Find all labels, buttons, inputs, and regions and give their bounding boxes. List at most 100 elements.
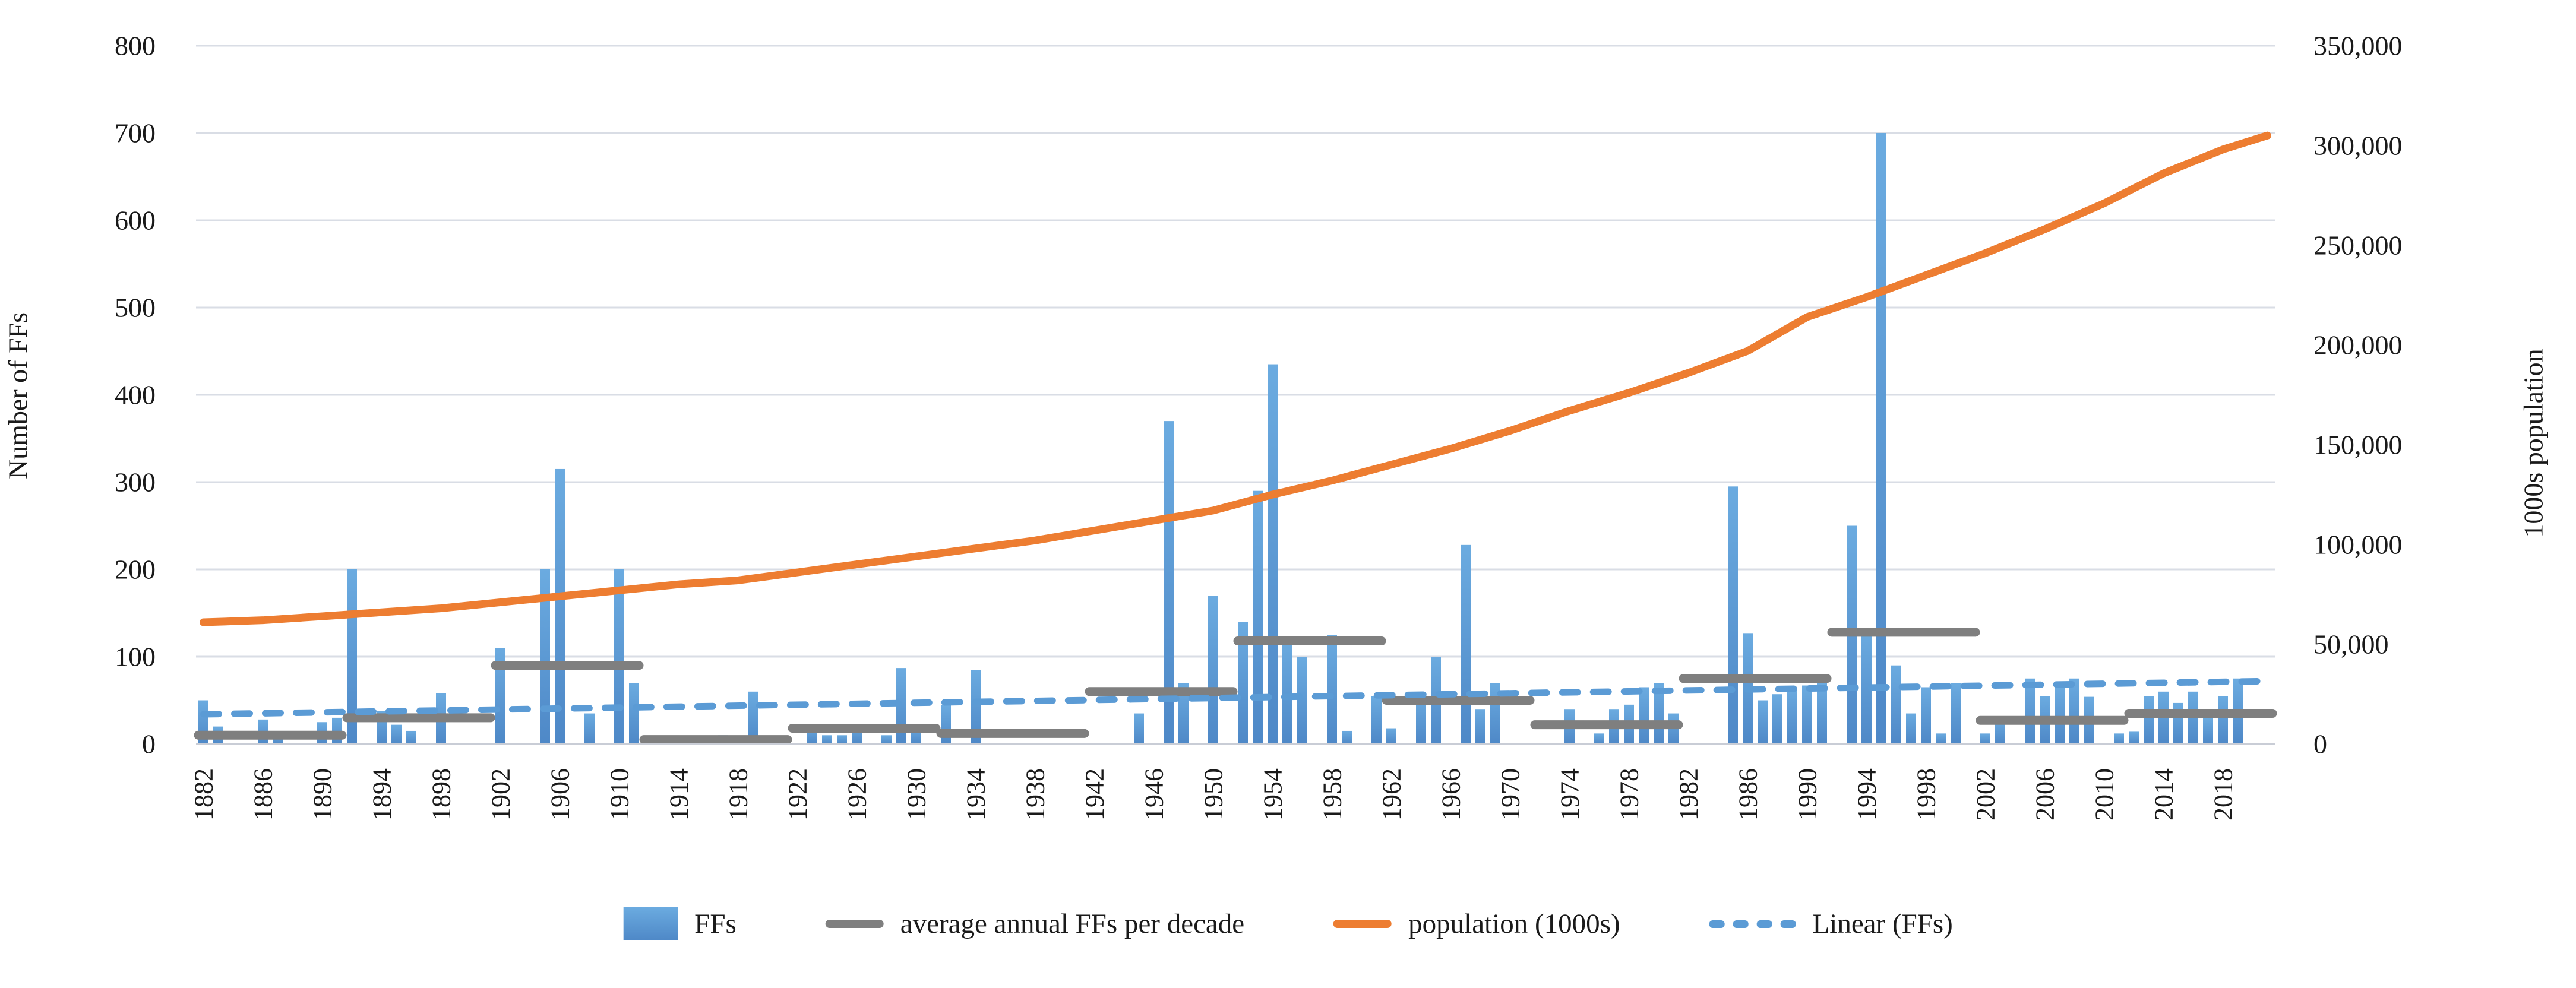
- right-axis-tick-label: 150,000: [2313, 430, 2403, 460]
- x-axis-tick-label: 2006: [2030, 768, 2059, 821]
- left-axis-tick-label: 300: [115, 467, 156, 498]
- x-axis-tick-label: 1890: [308, 768, 337, 821]
- linear-trend-line: [200, 677, 2271, 718]
- ff-bar-1911: [629, 683, 639, 744]
- ff-bar-1961: [1371, 696, 1382, 744]
- ff-bar-2000: [1951, 683, 1961, 744]
- ff-bar-1962: [1386, 728, 1396, 744]
- x-axis-tick-label: 1882: [189, 768, 218, 821]
- ff-bar-2007: [2055, 687, 2065, 744]
- right-axis-title: 1000s population: [2518, 349, 2549, 538]
- x-axis-tick-label: 1914: [664, 768, 693, 821]
- ff-bar-1955: [1282, 639, 1292, 744]
- ff-bar-1985: [1728, 486, 1738, 744]
- x-axis-tick-label: 1946: [1139, 768, 1168, 821]
- right-axis-tick-label: 350,000: [2313, 31, 2403, 61]
- x-axis-tick-label: 2018: [2208, 768, 2237, 821]
- ff-bar-1987: [1758, 700, 1768, 744]
- ff-bar-1910: [614, 569, 624, 744]
- ff-bar-2003: [1995, 719, 2005, 744]
- x-axis-tick-label: 1986: [1733, 768, 1762, 821]
- right-axis-tick-label: 100,000: [2313, 530, 2403, 560]
- legend-item-decade-average: average annual FFs per decade: [825, 908, 1244, 940]
- ff-bar-2017: [2203, 717, 2213, 744]
- ff-bar-1988: [1772, 694, 1782, 744]
- x-axis-tick-label: 1966: [1436, 768, 1465, 821]
- x-axis-tick-label: 1994: [1852, 768, 1881, 821]
- ff-bar-1968: [1475, 709, 1485, 744]
- x-axis-tick-label: 1894: [367, 768, 396, 821]
- legend: FFs average annual FFs per decade popula…: [623, 907, 1953, 940]
- x-axis-tick-label: 1974: [1555, 768, 1584, 821]
- ff-bar-1908: [584, 713, 595, 744]
- ff-bar-1959: [1342, 730, 1352, 744]
- right-axis-tick-label: 200,000: [2313, 330, 2403, 360]
- x-axis-tick-label: 1918: [723, 768, 753, 821]
- x-axis-tick-label: 1926: [842, 768, 871, 821]
- x-axis-tick-label: 1962: [1377, 768, 1406, 821]
- x-axis-tick-label: 1938: [1020, 768, 1050, 821]
- ff-bar-1950: [1208, 596, 1218, 744]
- x-axis-tick-label: 1950: [1199, 768, 1228, 821]
- left-axis-tick-label: 400: [115, 380, 156, 410]
- x-axis-tick-label: 1942: [1080, 768, 1109, 821]
- x-axis-tick-label: 2014: [2149, 768, 2178, 821]
- ff-bar-2005: [2025, 678, 2035, 744]
- ff-bar-1948: [1178, 683, 1189, 744]
- ff-bar-1906: [555, 468, 565, 744]
- ff-bar-1953: [1253, 490, 1263, 744]
- x-axis-tick-label: 2010: [2090, 768, 2119, 821]
- ff-bar-1945: [1134, 713, 1144, 744]
- x-axis-tick-label: 1998: [1911, 768, 1940, 821]
- ff-bar-1964: [1416, 696, 1426, 744]
- legend-label: Linear (FFs): [1812, 908, 1953, 939]
- ff-bar-2018: [2218, 696, 2228, 744]
- ff-bar-1958: [1327, 635, 1337, 744]
- ff-bar-1896: [406, 730, 416, 744]
- ff-bar-1996: [1891, 665, 1901, 744]
- left-axis-tick-label: 700: [115, 118, 156, 148]
- ff-bar-1919: [748, 691, 758, 744]
- left-axis-tick-label: 500: [115, 293, 156, 323]
- ff-bar-1947: [1164, 421, 1174, 744]
- ff-bar-1989: [1787, 687, 1797, 744]
- x-axis-tick-label: 1902: [486, 768, 515, 821]
- ff-bar-2012: [2129, 732, 2139, 744]
- ff-bar-1999: [1936, 733, 1946, 744]
- x-axis-tick-label: 1990: [1793, 768, 1822, 821]
- ff-bar-1928: [881, 735, 892, 744]
- decade-average-line-swatch-icon: [825, 920, 884, 928]
- ff-bar-1952: [1238, 622, 1248, 744]
- legend-item-population: population (1000s): [1333, 908, 1620, 940]
- x-axis-tick-label: 1910: [605, 768, 634, 821]
- linear-trend-swatch-icon: [1709, 920, 1796, 928]
- ff-bar-1902: [495, 648, 505, 744]
- ff-bar-1997: [1906, 713, 1916, 744]
- ff-bar-1994: [1861, 630, 1872, 744]
- x-axis-tick-label: 1970: [1496, 768, 1525, 821]
- ff-bar-1956: [1297, 657, 1307, 744]
- left-axis-title: Number of FFs: [2, 312, 33, 480]
- x-axis-tick-label: 1930: [902, 768, 931, 821]
- x-axis-tick-label: 1886: [248, 768, 277, 821]
- left-axis-tick-label: 800: [115, 31, 156, 61]
- right-axis-tick-label: 0: [2313, 729, 2327, 759]
- ffs-bar-swatch-icon: [623, 907, 678, 940]
- ff-bar-1990: [1802, 685, 1812, 744]
- ff-bar-2002: [1980, 733, 1990, 744]
- right-axis-tick-label: 50,000: [2313, 629, 2389, 660]
- ff-bar-2011: [2114, 733, 2124, 744]
- x-axis-tick-label: 1898: [426, 768, 456, 821]
- ff-bar-1924: [822, 735, 832, 744]
- population-line: [200, 131, 2271, 626]
- x-axis-tick-label: 1934: [961, 768, 990, 821]
- ff-bar-1932: [941, 704, 951, 744]
- right-axis-tick-label: 300,000: [2313, 131, 2403, 161]
- right-axis-tick-label: 250,000: [2313, 230, 2403, 261]
- population-line-swatch-icon: [1333, 920, 1392, 928]
- x-axis-tick-label: 1922: [783, 768, 812, 821]
- ff-bar-1925: [837, 735, 847, 744]
- ff-bar-1998: [1921, 687, 1931, 744]
